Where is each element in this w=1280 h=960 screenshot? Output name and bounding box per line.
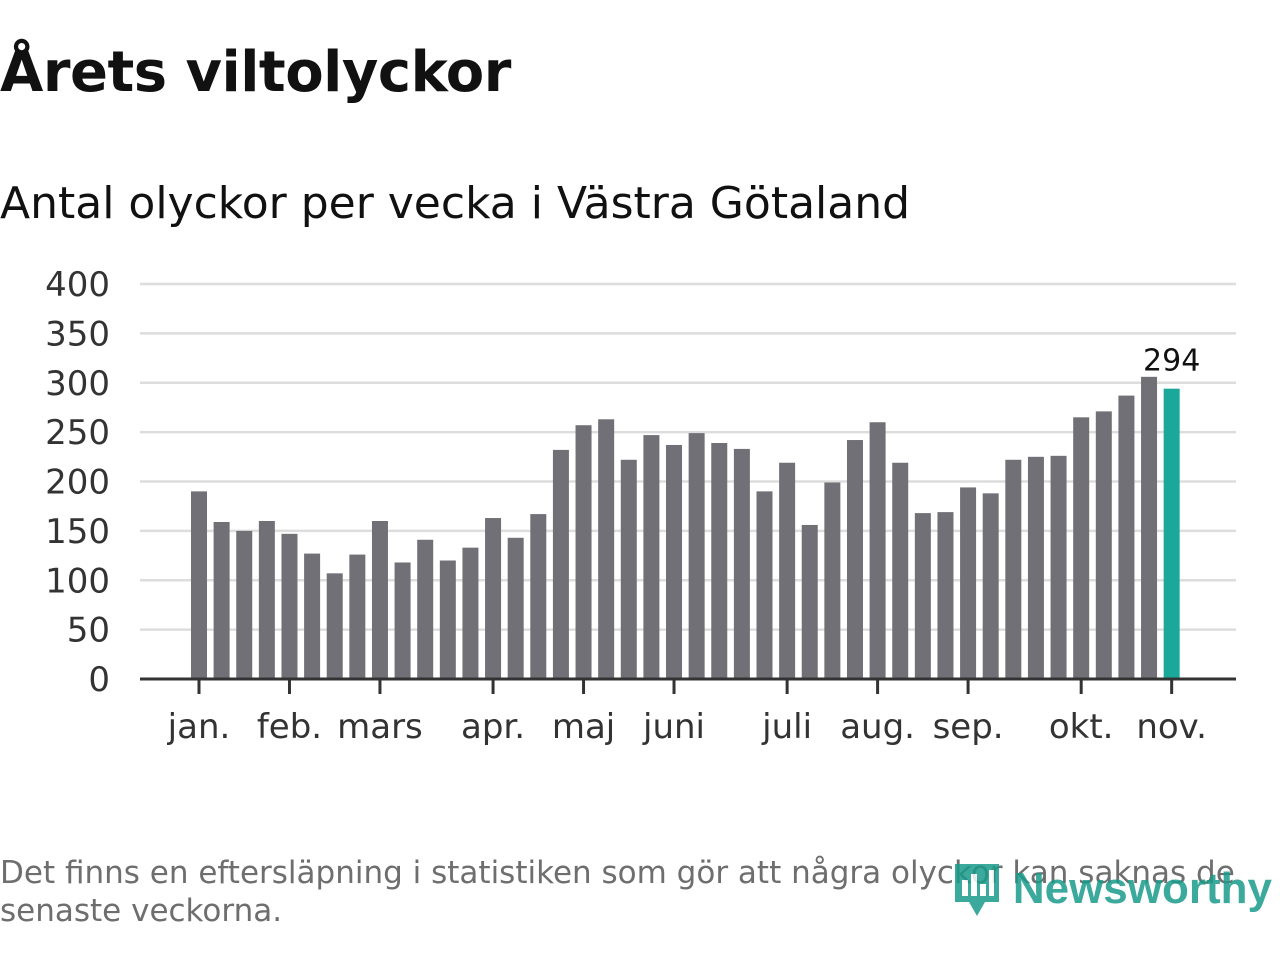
bar: [688, 433, 705, 679]
bar: [711, 442, 728, 679]
bar: [914, 513, 931, 679]
bar: [1118, 395, 1135, 679]
bar: [869, 422, 886, 679]
x-tick-label: maj: [552, 707, 615, 747]
bar: [281, 533, 298, 679]
bar: [552, 449, 569, 679]
bar: [1095, 411, 1112, 679]
highlight-bar: [1163, 388, 1180, 679]
bar: [530, 514, 547, 679]
y-tick-label: 200: [45, 463, 110, 503]
bar: [575, 425, 592, 679]
bar-chart: 0 50 100 150 200 250 300 350 400 jan. feb. mars apr.…: [45, 265, 1236, 747]
bar: [326, 573, 343, 679]
bar: [1027, 456, 1044, 679]
y-tick-label: 400: [45, 265, 110, 305]
bar: [371, 521, 388, 679]
bar: [1050, 455, 1067, 679]
bar: [1005, 459, 1022, 679]
bar: [1073, 417, 1090, 679]
bar: [462, 547, 479, 679]
x-tick-label: mars: [337, 707, 423, 747]
bar: [485, 518, 502, 679]
bar: [394, 562, 411, 679]
bar: [960, 487, 977, 679]
bar: [417, 539, 434, 679]
chart-subtitle: Antal olyckor per vecka i Västra Götalan…: [0, 178, 911, 229]
bar: [620, 459, 637, 679]
bar: [507, 537, 524, 679]
brand-logo: Newsworthy: [951, 858, 1272, 920]
bar: [598, 419, 615, 679]
bar: [892, 462, 909, 679]
chart-title: Årets viltolyckor: [0, 40, 511, 105]
footnote: Det finns en eftersläpning i statistiken…: [0, 855, 1235, 929]
y-tick-label: 300: [45, 364, 110, 404]
y-tick-label: 250: [45, 413, 110, 453]
x-tick-label: nov.: [1136, 707, 1207, 747]
bar: [824, 482, 841, 679]
bar: [937, 512, 954, 679]
x-tick-label: aug.: [840, 707, 915, 747]
x-tick-label: juli: [761, 707, 812, 747]
y-tick-label: 0: [88, 660, 110, 700]
bar: [846, 440, 863, 679]
x-tick-label: sep.: [933, 707, 1004, 747]
bar: [236, 530, 253, 679]
y-tick-label: 100: [45, 561, 110, 601]
bar: [733, 448, 750, 679]
x-tick-label: juni: [642, 707, 705, 747]
bar: [439, 560, 456, 679]
bar: [666, 444, 683, 679]
bar: [304, 553, 321, 679]
bar: [643, 435, 660, 679]
bar: [779, 462, 796, 679]
y-tick-label: 50: [67, 611, 110, 651]
data-label: 294: [1143, 344, 1200, 379]
bar: [213, 521, 230, 679]
x-tick-label: apr.: [461, 707, 525, 747]
bar: [756, 491, 773, 679]
bar: [191, 491, 207, 679]
x-tick-label: jan.: [167, 707, 231, 747]
x-tick-label: feb.: [257, 707, 322, 747]
bar: [1141, 376, 1158, 679]
bar: [258, 521, 275, 679]
brand-name: Newsworthy: [1012, 864, 1272, 913]
y-tick-label: 150: [45, 512, 110, 552]
bar: [349, 554, 366, 679]
x-tick-label: okt.: [1049, 707, 1114, 747]
bar: [801, 524, 818, 679]
bar: [982, 493, 999, 679]
y-tick-label: 350: [45, 314, 110, 354]
bar-chart-icon: [954, 864, 999, 916]
